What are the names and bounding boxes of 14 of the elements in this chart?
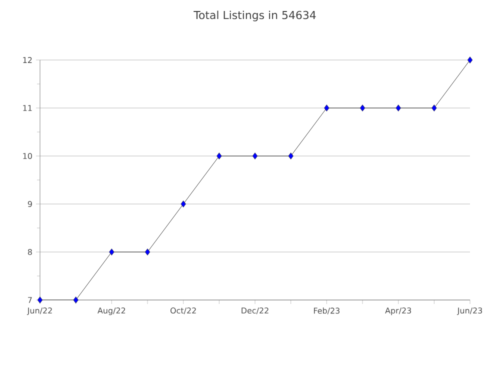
point xyxy=(180,200,186,208)
point xyxy=(432,104,437,112)
point xyxy=(73,296,78,304)
point xyxy=(467,56,473,64)
point xyxy=(360,104,366,112)
point xyxy=(324,104,330,112)
point xyxy=(144,248,150,256)
point xyxy=(396,104,401,112)
point xyxy=(252,152,258,160)
chart-title: Total Listings in 54634 xyxy=(194,10,316,22)
point xyxy=(37,296,43,304)
point xyxy=(109,248,114,256)
point xyxy=(216,152,222,160)
point xyxy=(288,152,294,160)
